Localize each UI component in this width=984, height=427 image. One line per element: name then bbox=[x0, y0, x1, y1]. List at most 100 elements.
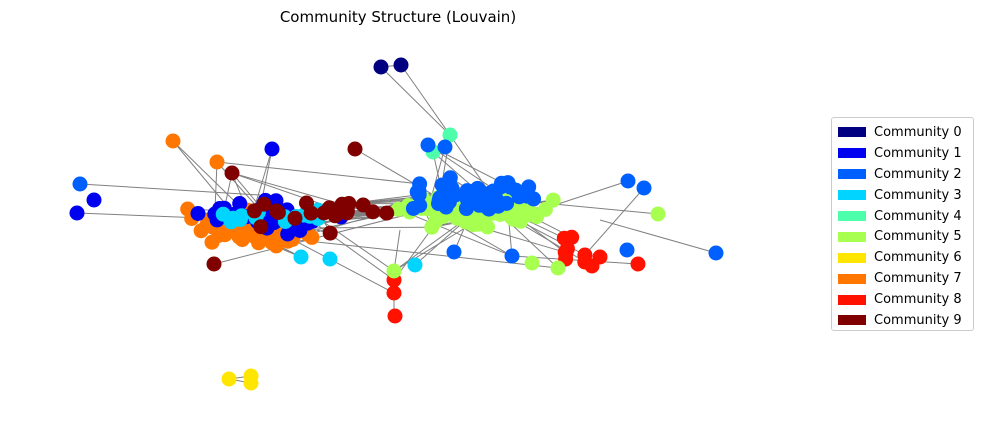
graph-node bbox=[499, 195, 515, 211]
legend-swatch bbox=[838, 148, 866, 159]
graph-node bbox=[86, 192, 102, 208]
graph-node bbox=[72, 176, 88, 192]
graph-edge bbox=[216, 161, 420, 185]
graph-node bbox=[209, 154, 225, 170]
graph-node bbox=[386, 263, 402, 279]
graph-node bbox=[387, 308, 403, 324]
graph-node bbox=[69, 205, 85, 221]
node-layer bbox=[69, 57, 724, 391]
graph-node bbox=[165, 133, 181, 149]
graph-node bbox=[280, 226, 296, 242]
graph-node bbox=[557, 244, 573, 260]
legend-label: Community 3 bbox=[874, 187, 962, 203]
graph-node bbox=[412, 197, 428, 213]
graph-node bbox=[386, 285, 402, 301]
graph-node bbox=[293, 249, 309, 265]
graph-node bbox=[434, 177, 450, 193]
graph-node bbox=[513, 213, 528, 229]
graph-edge bbox=[398, 208, 513, 257]
legend-item: Community 6 bbox=[838, 247, 967, 268]
graph-node bbox=[321, 200, 337, 216]
graph-node bbox=[246, 203, 262, 219]
graph-node bbox=[411, 187, 427, 203]
legend-label: Community 9 bbox=[874, 312, 962, 328]
graph-node bbox=[564, 229, 580, 245]
graph-node bbox=[708, 245, 724, 261]
legend-label: Community 7 bbox=[874, 271, 962, 287]
legend-swatch bbox=[838, 127, 866, 138]
legend-label: Community 1 bbox=[874, 145, 962, 161]
legend-swatch bbox=[838, 273, 866, 284]
graph-node bbox=[190, 206, 206, 221]
graph-node bbox=[224, 165, 240, 181]
graph-node bbox=[459, 183, 475, 199]
legend-swatch bbox=[838, 252, 866, 263]
graph-node bbox=[292, 223, 308, 238]
graph-node bbox=[504, 248, 520, 264]
legend-item: Community 1 bbox=[838, 143, 967, 164]
legend-label: Community 6 bbox=[874, 250, 962, 266]
graph-node bbox=[650, 206, 666, 222]
graph-node bbox=[253, 219, 269, 235]
edge-layer bbox=[76, 64, 717, 384]
graph-node bbox=[365, 204, 381, 220]
legend-label: Community 0 bbox=[874, 124, 962, 140]
graph-node bbox=[592, 249, 608, 265]
graph-node bbox=[322, 225, 338, 241]
legend-item: Community 3 bbox=[838, 185, 967, 206]
graph-edge bbox=[584, 187, 645, 256]
legend-item: Community 8 bbox=[838, 289, 967, 310]
legend-swatch bbox=[838, 294, 866, 305]
graph-edge bbox=[400, 64, 451, 136]
graph-node bbox=[521, 179, 537, 195]
graph-node bbox=[545, 192, 561, 208]
graph-node bbox=[379, 205, 395, 221]
graph-node bbox=[347, 141, 363, 157]
legend-item: Community 9 bbox=[838, 310, 967, 331]
graph-node bbox=[393, 57, 409, 73]
graph-edge bbox=[292, 238, 395, 294]
legend-swatch bbox=[838, 190, 866, 201]
graph-node bbox=[206, 256, 222, 272]
legend-swatch bbox=[838, 231, 866, 242]
graph-edge bbox=[380, 66, 451, 136]
legend-item: Community 0 bbox=[838, 122, 967, 143]
graph-node bbox=[264, 141, 280, 157]
legend-item: Community 2 bbox=[838, 164, 967, 185]
graph-node bbox=[299, 195, 314, 211]
graph-node bbox=[373, 59, 389, 75]
graph-node bbox=[407, 257, 423, 273]
graph-node bbox=[215, 206, 231, 222]
graph-node bbox=[446, 244, 462, 260]
chart-title: Community Structure (Louvain) bbox=[279, 8, 517, 26]
graph-edge bbox=[79, 183, 261, 196]
legend-swatch bbox=[838, 211, 866, 221]
graph-edge bbox=[599, 219, 717, 254]
network-graph bbox=[69, 57, 724, 391]
legend-item: Community 5 bbox=[838, 226, 967, 247]
graph-node bbox=[636, 180, 652, 196]
graph-node bbox=[442, 127, 458, 143]
graph-node bbox=[630, 256, 646, 272]
legend-label: Community 2 bbox=[874, 166, 962, 182]
legend-label: Community 5 bbox=[874, 229, 962, 245]
legend-swatch bbox=[838, 315, 866, 326]
graph-node bbox=[339, 205, 355, 221]
graph-node bbox=[269, 203, 284, 219]
graph-node bbox=[231, 229, 247, 245]
legend-label: Community 8 bbox=[874, 292, 962, 308]
graph-node bbox=[550, 260, 566, 276]
graph-node bbox=[480, 189, 496, 205]
graph-node bbox=[437, 139, 453, 155]
graph-edge bbox=[231, 172, 343, 205]
graph-node bbox=[204, 234, 220, 250]
graph-node bbox=[524, 255, 540, 271]
graph-node bbox=[620, 173, 636, 189]
graph-node bbox=[322, 251, 338, 267]
graph-edge bbox=[449, 134, 491, 194]
legend-item: Community 7 bbox=[838, 268, 967, 289]
legend-label: Community 4 bbox=[874, 208, 962, 224]
legend: Community 0 Community 1 Community 2 Communi… bbox=[831, 117, 974, 331]
legend-item: Community 4 bbox=[838, 206, 967, 227]
graph-node bbox=[287, 210, 303, 226]
